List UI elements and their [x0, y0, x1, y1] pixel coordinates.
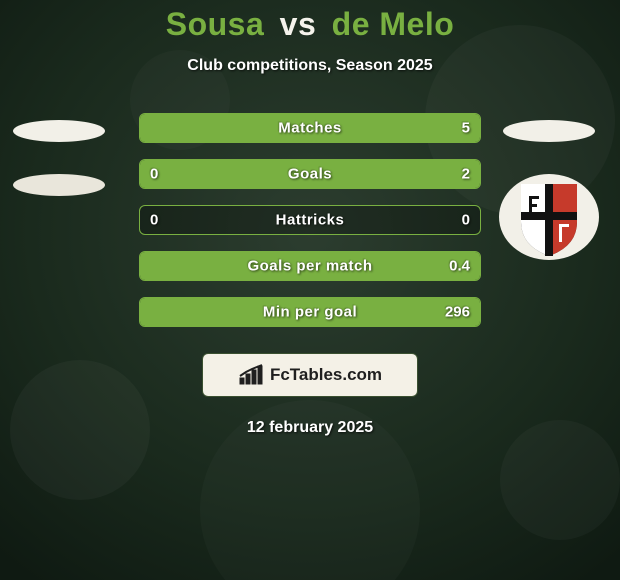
brand-box[interactable]: FcTables.com — [202, 353, 418, 397]
title-player-b: de Melo — [332, 6, 455, 42]
stat-value-left: 0 — [150, 212, 158, 229]
stat-value-right: 0.4 — [449, 258, 470, 275]
club-crest-icon — [499, 174, 599, 260]
date-text: 12 february 2025 — [0, 419, 620, 437]
stat-value-right: 5 — [462, 120, 470, 137]
brand-text: FcTables.com — [270, 365, 382, 385]
brand-prefix: Fc — [270, 365, 290, 384]
stat-row: 0 Hattricks 0 — [139, 205, 481, 235]
brand-suffix: Tables.com — [290, 365, 382, 384]
title-vs: vs — [280, 6, 317, 42]
bar-chart-icon — [238, 364, 264, 386]
placeholder-ellipse — [13, 174, 105, 196]
stat-name: Goals — [288, 166, 332, 183]
stat-name: Matches — [278, 120, 342, 137]
stat-row: Min per goal 296 — [139, 297, 481, 327]
title-player-a: Sousa — [166, 6, 265, 42]
stat-row: Matches 5 — [139, 113, 481, 143]
placeholder-ellipse — [13, 120, 105, 142]
subtitle: Club competitions, Season 2025 — [0, 57, 620, 75]
stat-name: Min per goal — [263, 304, 357, 321]
stat-value-right: 0 — [462, 212, 470, 229]
stat-name: Hattricks — [276, 212, 345, 229]
stat-row: 0 Goals 2 — [139, 159, 481, 189]
right-team-column — [496, 120, 602, 260]
stat-value-left: 0 — [150, 166, 158, 183]
stat-value-right: 296 — [445, 304, 470, 321]
stat-name: Goals per match — [247, 258, 372, 275]
stat-value-right: 2 — [462, 166, 470, 183]
placeholder-ellipse — [503, 120, 595, 142]
stat-row: Goals per match 0.4 — [139, 251, 481, 281]
page-title: Sousa vs de Melo — [0, 0, 620, 43]
comparison-bars: Matches 5 0 Goals 2 0 Hattricks 0 Goals per matc… — [139, 113, 481, 327]
left-team-placeholder — [6, 120, 112, 196]
